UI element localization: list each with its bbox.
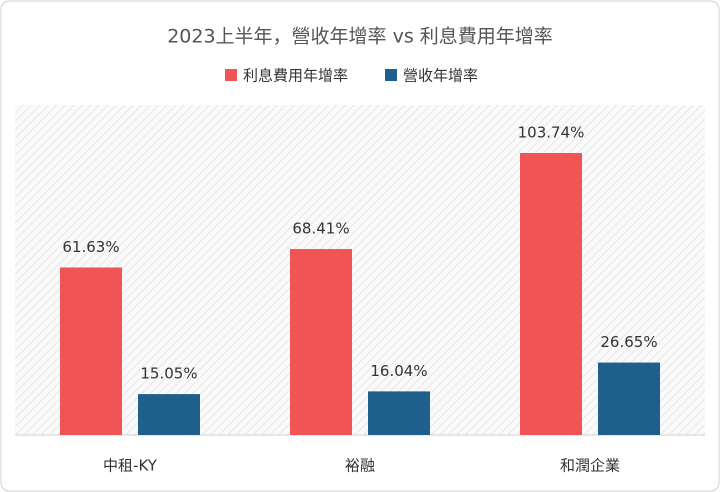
- bar: [368, 391, 430, 435]
- bar: [520, 153, 582, 435]
- bar: [290, 249, 352, 435]
- plot-area: [15, 105, 705, 435]
- value-label: 103.74%: [518, 124, 585, 142]
- bar: [60, 267, 122, 435]
- bar: [598, 362, 660, 435]
- value-label: 26.65%: [600, 333, 657, 351]
- value-label: 16.04%: [370, 362, 427, 380]
- x-tick-label: 中租-KY: [103, 457, 158, 475]
- x-tick-label: 和潤企業: [560, 457, 620, 475]
- value-label: 15.05%: [140, 365, 197, 383]
- value-label: 68.41%: [292, 220, 349, 238]
- legend-swatch: [385, 69, 397, 81]
- value-label: 61.63%: [62, 238, 119, 256]
- x-tick-label: 裕融: [345, 457, 375, 475]
- legend-swatch: [225, 69, 237, 81]
- chart-title: 2023上半年，營收年增率 vs 利息費用年增率: [167, 26, 553, 48]
- legend-label: 利息費用年增率: [243, 67, 348, 85]
- bar: [138, 394, 200, 435]
- legend-label: 營收年增率: [403, 67, 478, 85]
